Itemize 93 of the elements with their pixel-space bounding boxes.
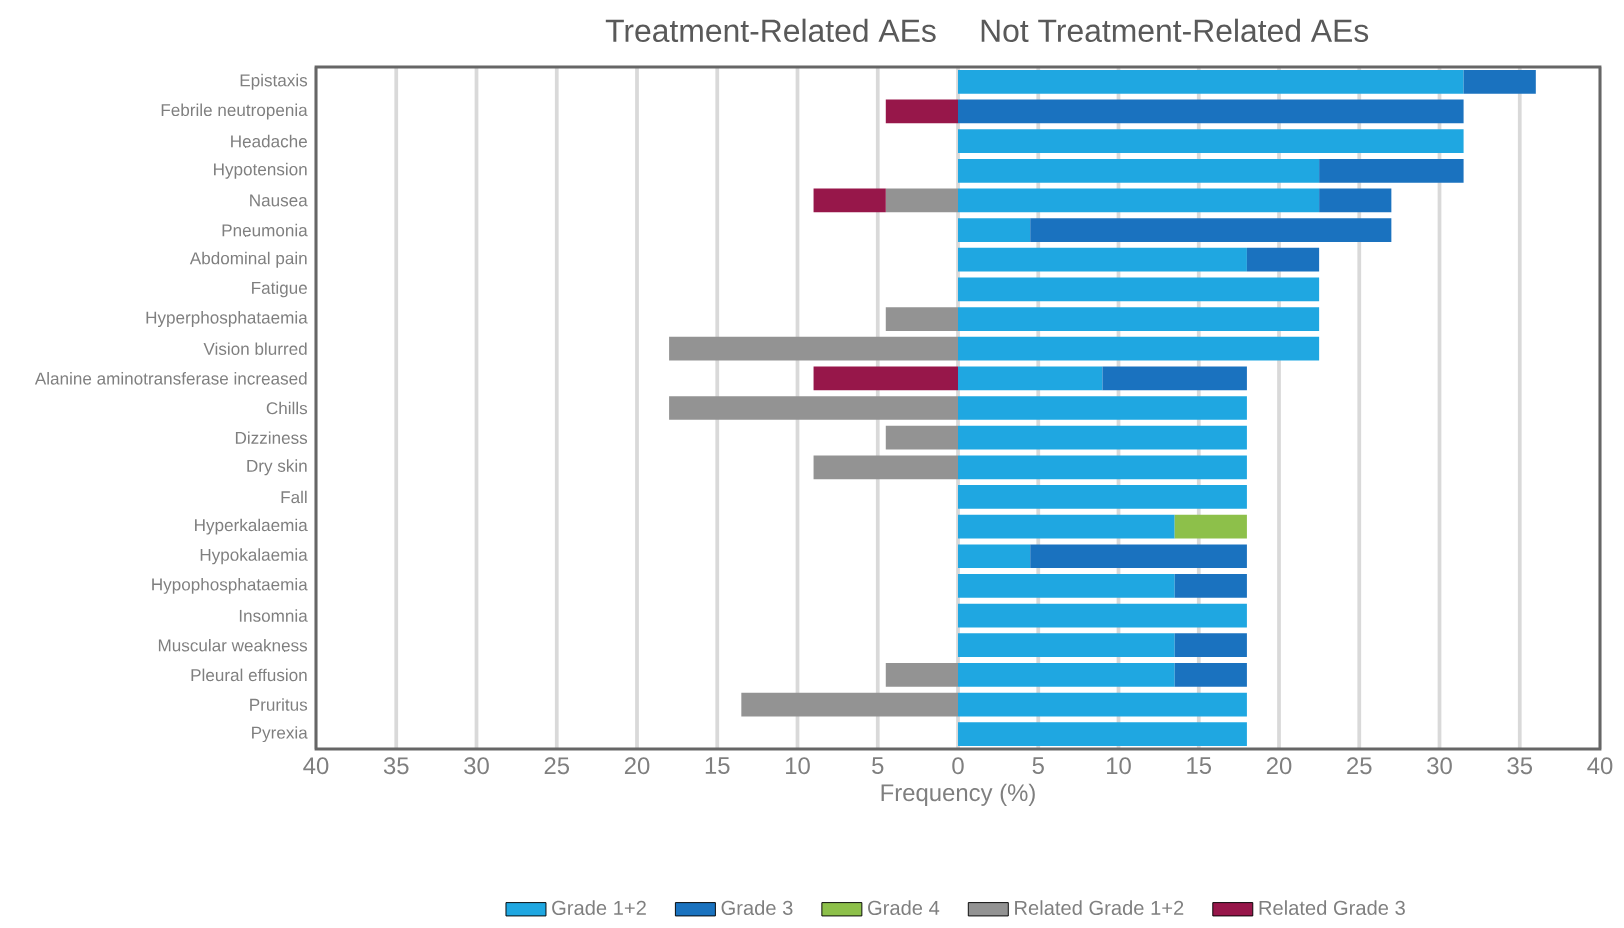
x-tick-label: 25 <box>544 757 570 775</box>
bar <box>813 366 959 391</box>
bar <box>958 455 1247 480</box>
y-tick-label: Hypotension <box>214 162 307 179</box>
y-tick-label: Vision blurred <box>203 342 307 356</box>
bar <box>958 574 1175 598</box>
y-tick-label: Hyperkalaemia <box>195 518 308 535</box>
bar <box>958 425 1247 450</box>
bar <box>669 336 959 361</box>
x-tick-label: 40 <box>1587 757 1613 775</box>
y-tick-label: Pyrexia <box>252 726 308 743</box>
bar <box>1102 366 1247 391</box>
bar <box>958 336 1320 361</box>
bar <box>958 248 1247 272</box>
bar <box>1463 70 1536 94</box>
y-tick-label: Alanine aminotransferase increased <box>34 372 307 385</box>
bar <box>741 692 959 717</box>
bar <box>1030 218 1392 243</box>
legend-label: Grade 4 <box>868 900 940 916</box>
x-tick-label: 35 <box>383 757 409 775</box>
y-tick-label: Nausea <box>250 194 308 207</box>
bar <box>1319 159 1464 183</box>
y-tick-label: Muscular weakness <box>158 639 308 652</box>
bar <box>1246 248 1320 272</box>
x-tick-label: 30 <box>1427 757 1452 775</box>
y-tick-label: Hypokalaemia <box>200 548 308 565</box>
y-tick-label: Headache <box>231 135 307 148</box>
x-tick-label: 5 <box>1032 757 1044 775</box>
bar <box>1319 188 1392 213</box>
legend-label: Related Grade 1+2 <box>1015 900 1184 916</box>
text: Treatment-Related AEs <box>605 18 936 43</box>
y-tick-label: Hypophosphataemia <box>152 578 308 595</box>
bar <box>958 633 1175 658</box>
bar <box>958 366 1103 391</box>
x-tick-label: 10 <box>1107 757 1131 775</box>
bar <box>958 692 1247 717</box>
bar <box>958 129 1464 154</box>
bar <box>958 277 1320 302</box>
y-tick-label: Pleural effusion <box>191 668 307 682</box>
bar <box>885 99 959 124</box>
y-tick-label: Dry skin <box>247 459 307 476</box>
bar <box>1174 663 1247 687</box>
x-tick-label: 0 <box>952 757 964 775</box>
bar <box>669 396 959 421</box>
bar <box>958 99 1464 124</box>
bar <box>885 307 959 332</box>
bar <box>1174 514 1247 539</box>
bar <box>958 544 1031 569</box>
y-tick-label: Insomnia <box>239 609 308 623</box>
x-tick-label: 10 <box>786 757 810 775</box>
bar <box>1030 544 1247 569</box>
x-tick-label: 40 <box>303 757 329 775</box>
y-tick-label: Pruritus <box>250 698 308 711</box>
y-tick-label: Dizziness <box>235 431 308 445</box>
x-tick-label: 20 <box>1266 757 1292 775</box>
x-tick-label: 30 <box>464 757 489 775</box>
bar <box>885 425 959 450</box>
bar <box>813 188 886 213</box>
y-tick-label: Febrile neutropenia <box>161 103 308 120</box>
bar <box>1174 574 1247 598</box>
y-tick-label: Abdominal pain <box>189 251 307 268</box>
bar <box>885 188 959 213</box>
bar <box>958 396 1247 421</box>
x-tick-label: 5 <box>872 757 884 775</box>
legend-label: Grade 3 <box>721 900 793 916</box>
bar <box>958 485 1247 509</box>
bar <box>958 514 1175 539</box>
legend-label: Grade 1+2 <box>552 900 646 916</box>
bar <box>958 722 1247 747</box>
legend-label: Related Grade 3 <box>1259 900 1405 916</box>
x-tick-label: 20 <box>624 757 650 775</box>
x-tick-label: 35 <box>1507 757 1533 775</box>
x-tick-label: 15 <box>705 757 730 775</box>
bar <box>885 663 959 687</box>
y-tick-label: Chills <box>266 401 308 415</box>
bar <box>958 663 1175 687</box>
y-tick-label: Fall <box>281 490 307 504</box>
x-tick-label: 25 <box>1347 757 1372 775</box>
y-tick-label: Hyperphosphataemia <box>146 311 308 328</box>
bar <box>813 455 959 480</box>
x-tick-label: 15 <box>1187 757 1212 775</box>
bar <box>958 70 1464 94</box>
y-tick-label: Pneumonia <box>222 223 308 237</box>
x-axis-title: Frequency (%) <box>881 783 1035 807</box>
bar <box>958 188 1320 213</box>
bar <box>958 159 1320 183</box>
bar <box>958 307 1320 332</box>
bar <box>1174 633 1247 658</box>
text: Not Treatment-Related AEs <box>981 18 1369 43</box>
bar <box>958 218 1031 243</box>
bar <box>958 603 1247 628</box>
y-tick-label: Epistaxis <box>240 74 308 90</box>
y-tick-label: Fatigue <box>252 281 307 298</box>
